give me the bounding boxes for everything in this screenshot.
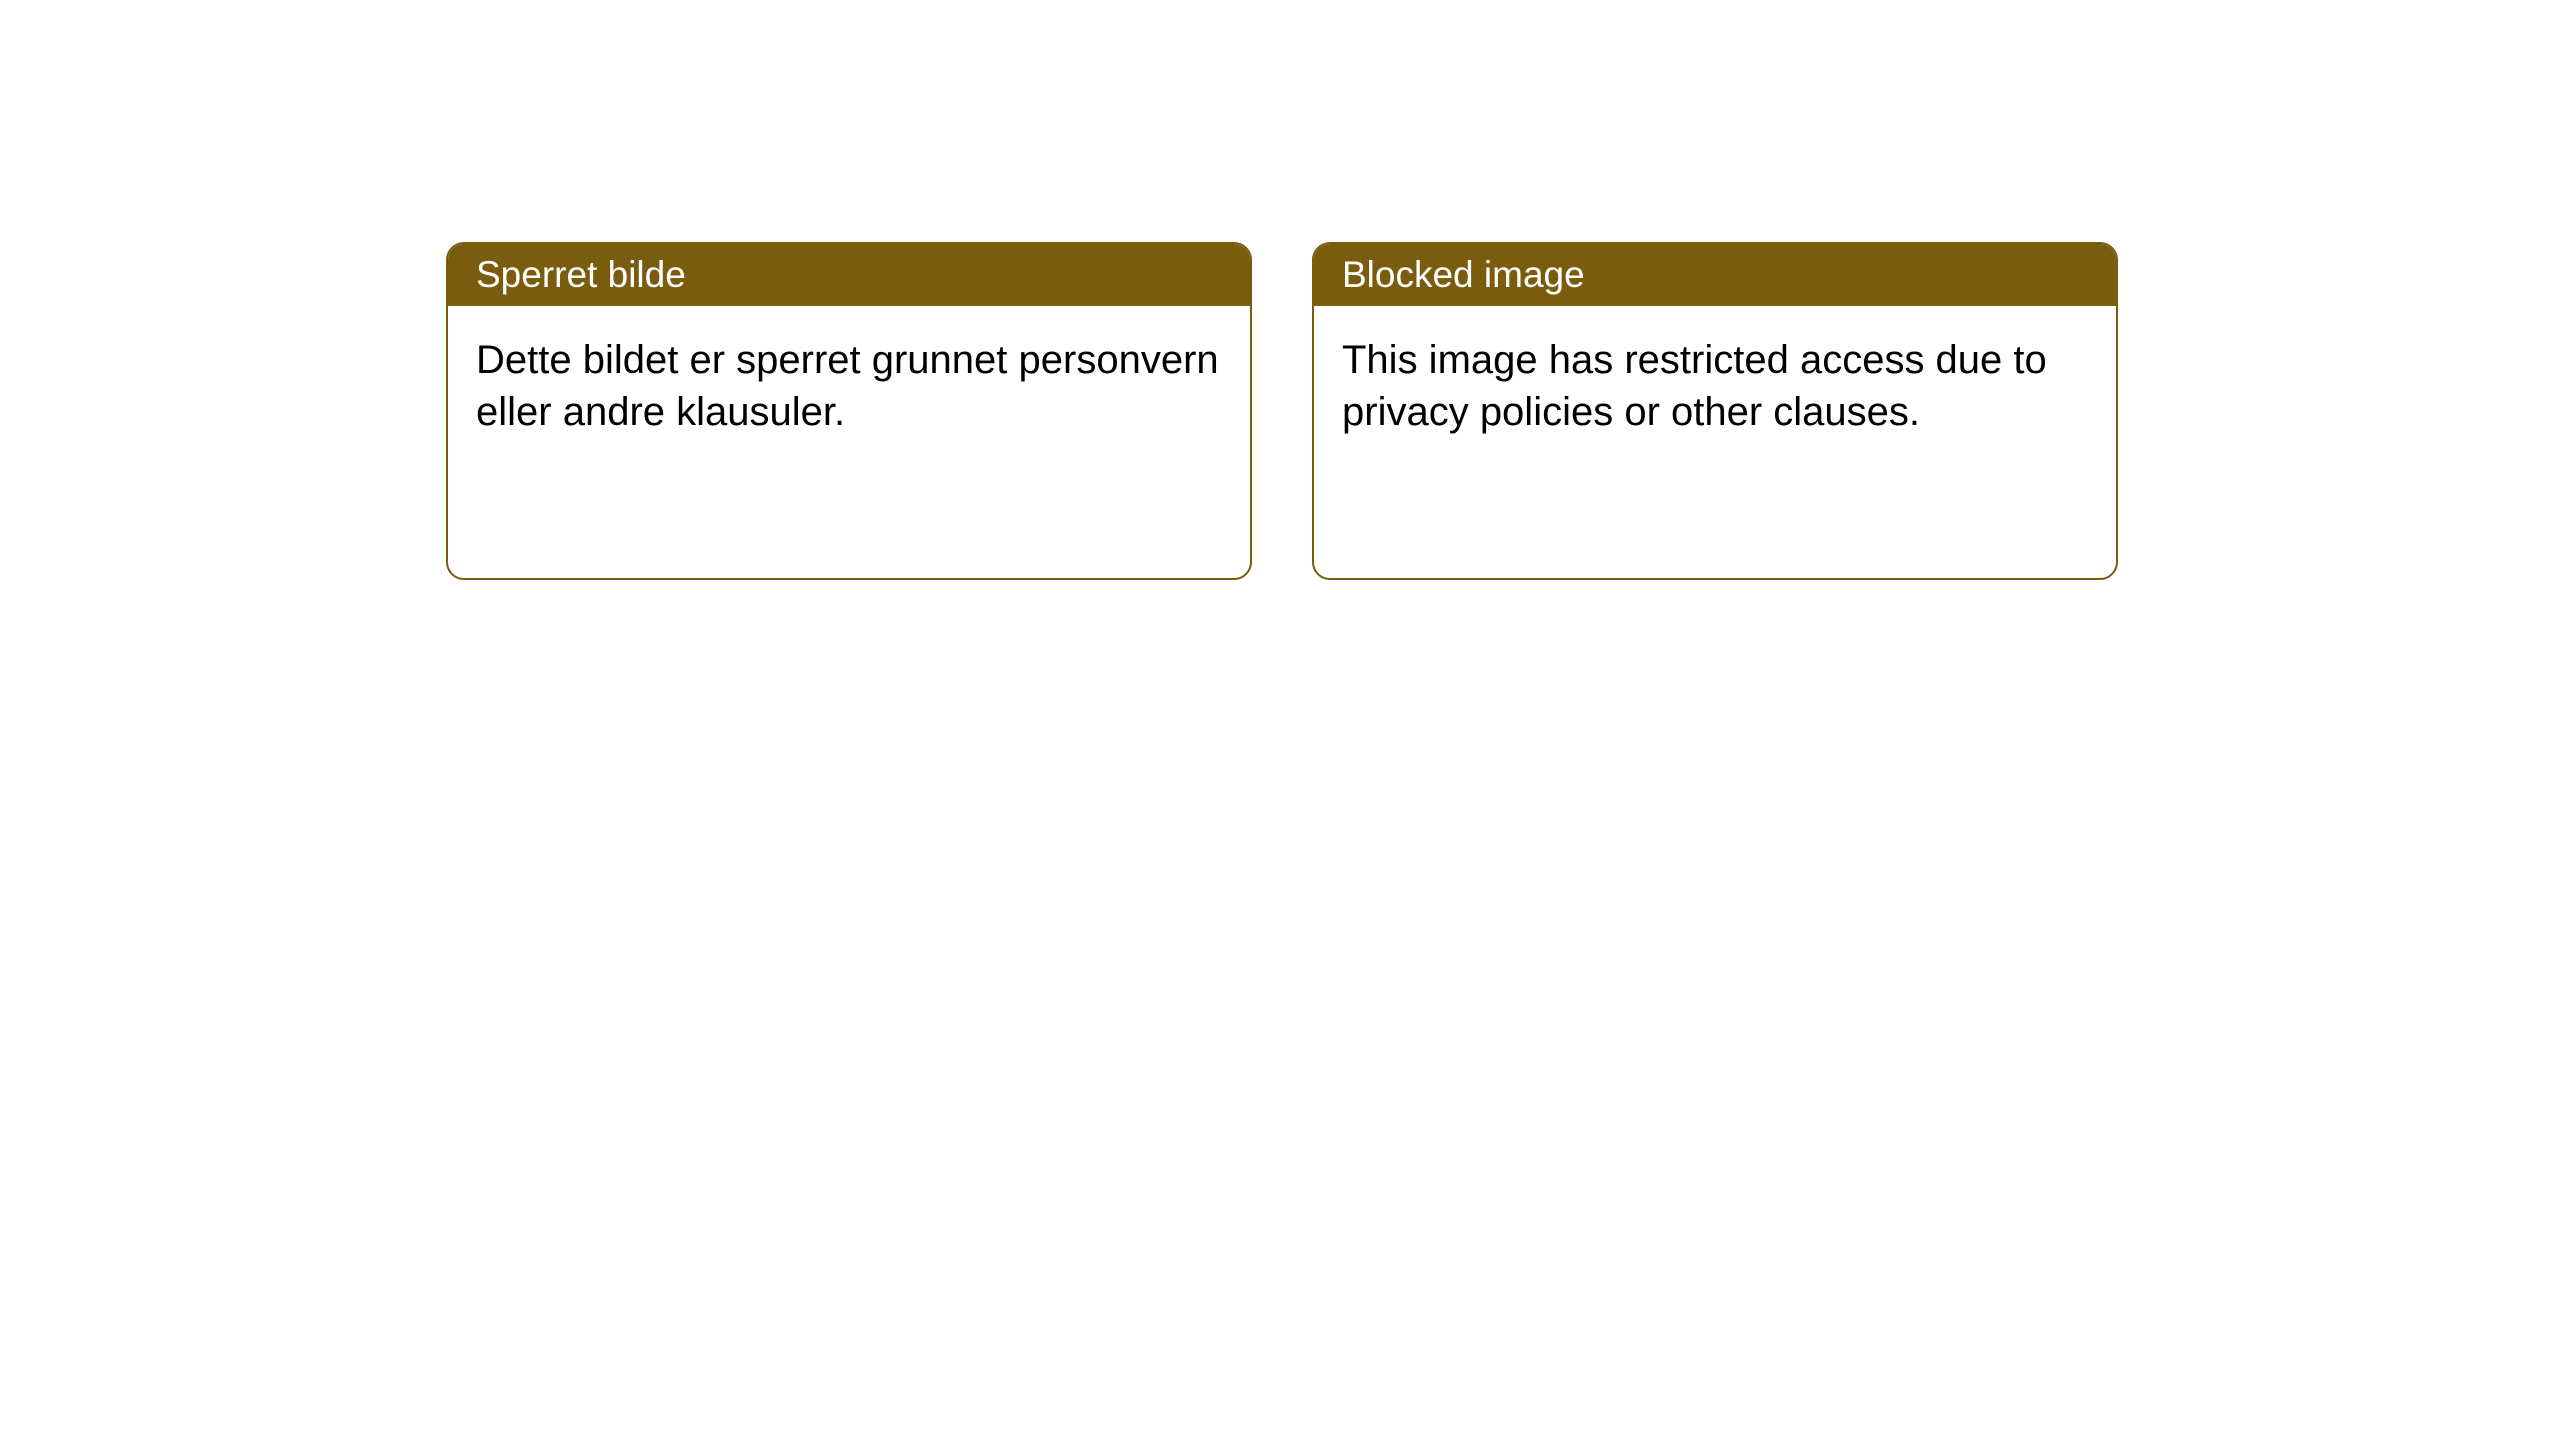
card-body: Dette bildet er sperret grunnet personve… — [448, 306, 1250, 466]
notice-card-english: Blocked image This image has restricted … — [1312, 242, 2118, 580]
card-title: Sperret bilde — [476, 254, 686, 296]
card-body-text: Dette bildet er sperret grunnet personve… — [476, 338, 1219, 434]
notice-cards-container: Sperret bilde Dette bildet er sperret gr… — [446, 242, 2118, 580]
card-header: Sperret bilde — [448, 244, 1250, 306]
card-body-text: This image has restricted access due to … — [1342, 338, 2047, 434]
card-body: This image has restricted access due to … — [1314, 306, 2116, 466]
card-title: Blocked image — [1342, 254, 1585, 296]
card-header: Blocked image — [1314, 244, 2116, 306]
notice-card-norwegian: Sperret bilde Dette bildet er sperret gr… — [446, 242, 1252, 580]
